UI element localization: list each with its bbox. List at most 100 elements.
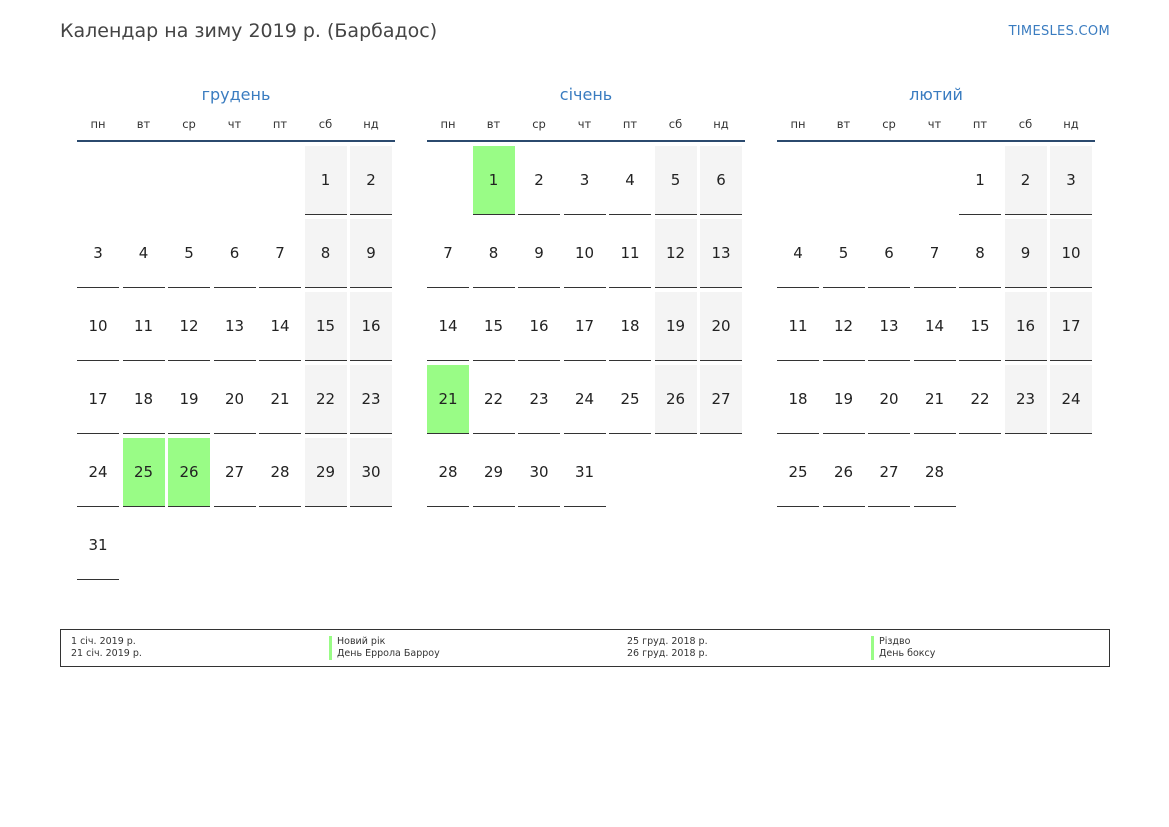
day-cell: 11 [777,292,819,361]
weekday-label: вт [136,117,151,131]
weekday-label: ср [532,117,546,131]
day-cell: 16 [350,292,392,361]
weekday-label: нд [713,117,729,131]
weekday-label: пн [90,117,106,131]
day-cell: 20 [700,292,742,361]
day-grid: 1 2 3 4 5 6 7 8 9 10 11 12 13 14 15 16 17 18 19 20 21 22 23 24 2… [77,146,395,580]
legend-date: 25 груд. 2018 р. [627,636,708,647]
day-cell: 8 [472,219,515,288]
day-cell: 23 [1004,365,1047,434]
legend-dates-left: 1 січ. 2019 р. 21 січ. 2019 р. [71,636,142,660]
header-rule [427,140,745,142]
day-cell: 7 [427,219,469,288]
legend-date: 1 січ. 2019 р. [71,636,136,647]
weekday-label: нд [1063,117,1079,131]
day-grid: 1 2 3 4 5 6 7 8 9 10 11 12 13 14 15 16 17 18 19 20 21 22 23 24 2… [777,146,1095,507]
holiday-day-cell: 26 [168,438,210,507]
legend-names-left: Новий рік День Еррола Барроу [329,636,440,660]
day-grid: 1 2 3 4 5 6 7 8 9 10 11 12 13 14 15 16 17 18 19 20 21 22 23 24 2… [427,146,745,507]
holiday-day-cell: 21 [427,365,469,434]
empty-cell [77,146,119,215]
day-cell: 18 [609,292,651,361]
empty-cell [168,146,210,215]
day-cell: 27 [213,438,256,507]
weekday-label: сб [1018,117,1033,131]
day-cell: 3 [563,146,606,215]
day-cell: 15 [304,292,347,361]
day-cell: 24 [77,438,119,507]
day-cell: 2 [350,146,392,215]
day-cell: 22 [304,365,347,434]
day-cell: 13 [213,292,256,361]
weekday-label: сб [668,117,683,131]
day-cell: 6 [213,219,256,288]
day-cell: 2 [518,146,560,215]
day-cell: 31 [77,511,119,580]
day-cell: 11 [609,219,651,288]
day-cell: 20 [213,365,256,434]
day-cell: 8 [959,219,1001,288]
day-cell: 10 [77,292,119,361]
weekday-label: пт [972,117,988,131]
day-cell: 7 [259,219,301,288]
day-cell: 14 [259,292,301,361]
weekday-label: вт [486,117,501,131]
day-cell: 3 [1050,146,1092,215]
site-link[interactable]: TIMESLES.COM [1008,24,1110,39]
day-cell: 29 [472,438,515,507]
weekday-label: чт [227,117,242,131]
day-cell: 18 [777,365,819,434]
day-cell: 12 [168,292,210,361]
holiday-day-cell: 25 [122,438,165,507]
day-cell: 30 [518,438,560,507]
day-cell: 19 [168,365,210,434]
day-cell: 24 [563,365,606,434]
legend-holiday-name: Новий рік [329,636,440,648]
legend-date: 26 груд. 2018 р. [627,648,708,659]
weekday-label: ср [182,117,196,131]
weekday-label: чт [927,117,942,131]
day-cell: 2 [1004,146,1047,215]
empty-cell [914,146,956,215]
day-cell: 1 [304,146,347,215]
day-cell: 26 [822,438,865,507]
day-cell: 9 [1004,219,1047,288]
weekday-label: вт [836,117,851,131]
weekday-label: пн [440,117,456,131]
weekday-header: пн вт ср чт пт сб нд [77,114,395,134]
empty-cell [868,146,910,215]
day-cell: 28 [427,438,469,507]
empty-cell [823,146,865,215]
day-cell: 27 [700,365,742,434]
day-cell: 9 [518,219,560,288]
day-cell: 19 [654,292,697,361]
empty-cell [259,146,301,215]
day-cell: 5 [822,219,865,288]
legend-dates-right: 25 груд. 2018 р. 26 груд. 2018 р. [627,636,708,660]
header-rule [77,140,395,142]
empty-cell [777,146,819,215]
weekday-label: пт [622,117,638,131]
day-cell: 4 [122,219,165,288]
day-cell: 17 [563,292,606,361]
day-cell: 24 [1050,365,1092,434]
day-cell: 4 [609,146,651,215]
weekday-header: пн вт ср чт пт сб нд [427,114,745,134]
day-cell: 17 [1050,292,1092,361]
legend-holiday-name: День Еррола Барроу [329,648,440,660]
day-cell: 28 [913,438,956,507]
month-february: лютий пн вт ср чт пт сб нд 1 2 3 4 5 6 7 8 9 10 11 12 13 14… [777,84,1095,507]
day-cell: 23 [518,365,560,434]
day-cell: 14 [427,292,469,361]
day-cell: 22 [959,365,1001,434]
day-cell: 5 [654,146,697,215]
day-cell: 12 [654,219,697,288]
weekday-header: пн вт ср чт пт сб нд [777,114,1095,134]
day-cell: 10 [563,219,606,288]
day-cell: 5 [168,219,210,288]
weekday-label: ср [882,117,896,131]
day-cell: 1 [959,146,1001,215]
month-name: грудень [201,85,271,104]
day-cell: 27 [868,438,910,507]
day-cell: 30 [350,438,392,507]
